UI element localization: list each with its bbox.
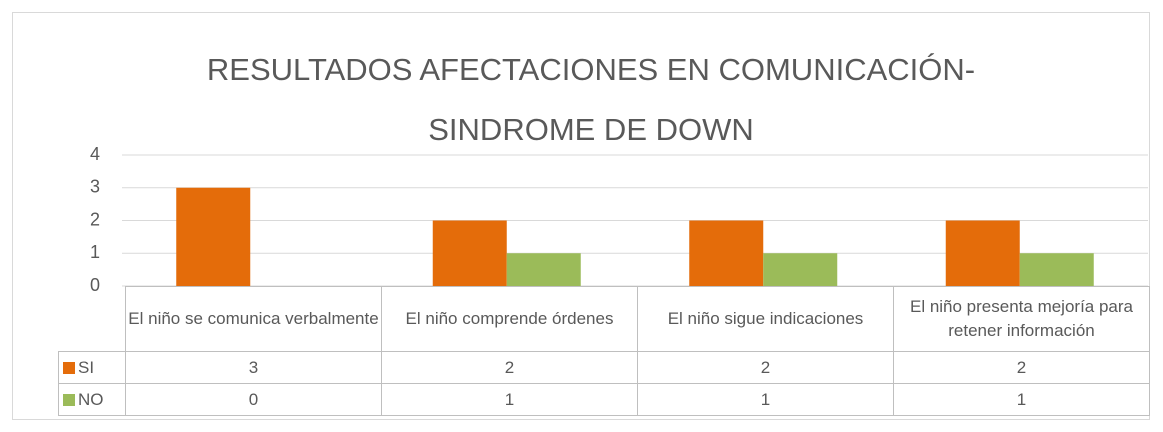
table-value: 0 bbox=[125, 383, 382, 416]
y-tick-label: 2 bbox=[90, 209, 100, 229]
chart-title: RESULTADOS AFECTACIONES EN COMUNICACIÓN-… bbox=[206, 52, 976, 147]
y-tick-label: 1 bbox=[90, 242, 100, 262]
y-tick-label: 0 bbox=[90, 275, 100, 295]
y-tick-label: 4 bbox=[90, 144, 100, 164]
table-value: 1 bbox=[381, 383, 638, 416]
category-label: El niño se comunica verbalmente bbox=[125, 286, 382, 352]
table-value: 1 bbox=[893, 383, 1150, 416]
data-table: El niño se comunica verbalmente El niño c… bbox=[58, 286, 1150, 416]
bar bbox=[763, 253, 838, 286]
table-value: 2 bbox=[381, 351, 638, 384]
bar bbox=[945, 220, 1020, 286]
legend-cell: NO bbox=[58, 383, 126, 416]
table-header-row: El niño se comunica verbalmente El niño c… bbox=[58, 286, 1150, 352]
category-label: El niño presenta mejoría para retener in… bbox=[893, 286, 1150, 352]
category-label: El niño sigue indicaciones bbox=[637, 286, 894, 352]
table-row: NO 0 1 1 1 bbox=[58, 383, 1150, 416]
bar bbox=[689, 220, 764, 286]
bar bbox=[176, 187, 251, 286]
legend-swatch bbox=[63, 361, 75, 374]
legend-swatch bbox=[63, 393, 75, 406]
table-value: 1 bbox=[637, 383, 894, 416]
bar bbox=[1019, 253, 1094, 286]
table-value: 2 bbox=[893, 351, 1150, 384]
bar bbox=[432, 220, 507, 286]
bar bbox=[506, 253, 581, 286]
table-value: 2 bbox=[637, 351, 894, 384]
legend-label: NO bbox=[78, 389, 104, 409]
chart-border bbox=[12, 12, 1150, 420]
table-value: 3 bbox=[125, 351, 382, 384]
legend-cell: SI bbox=[58, 351, 126, 384]
category-label: El niño comprende órdenes bbox=[381, 286, 638, 352]
empty-cell bbox=[58, 286, 126, 352]
y-tick-label: 3 bbox=[90, 177, 100, 197]
table-row: SI 3 2 2 2 bbox=[58, 351, 1150, 384]
legend-label: SI bbox=[78, 357, 95, 377]
